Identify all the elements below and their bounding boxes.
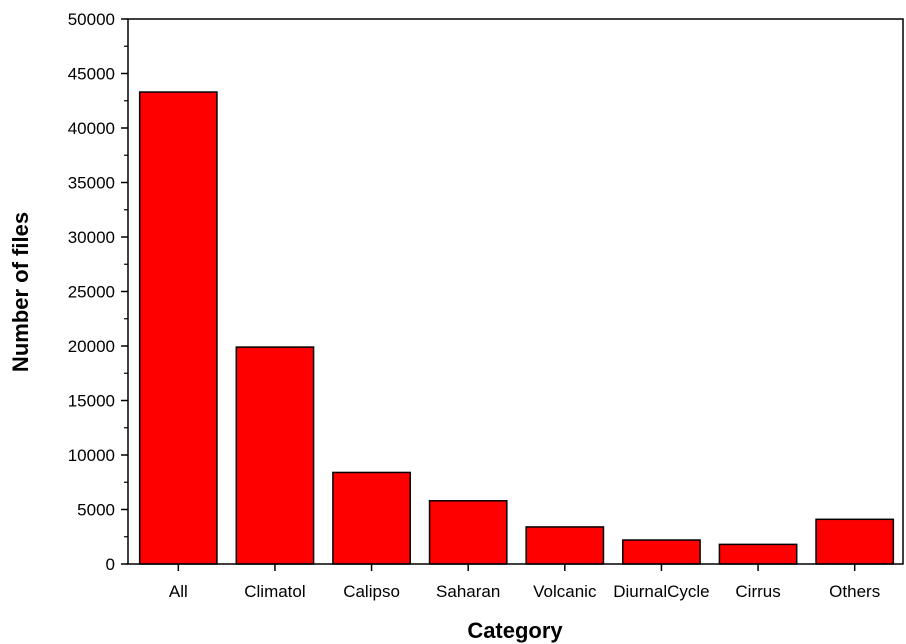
x-tick-label: Calipso — [343, 582, 400, 601]
y-tick-label: 45000 — [68, 65, 115, 84]
bar-all — [138, 91, 218, 565]
plot-frame — [127, 18, 904, 565]
y-axis-title: Number of files — [8, 212, 33, 372]
bar-volcanic — [525, 526, 605, 565]
x-axis-title: Category — [467, 618, 563, 643]
y-tick-label: 15000 — [68, 392, 115, 411]
y-tick-label: 0 — [106, 555, 115, 574]
bars — [138, 91, 895, 565]
x-tick-label: All — [169, 582, 188, 601]
x-tick-label: Climatol — [244, 582, 305, 601]
bar-calipso — [332, 471, 411, 565]
bar-others — [815, 518, 895, 565]
bar-diurnalcycle — [622, 539, 701, 565]
y-tick-label: 35000 — [68, 174, 115, 193]
bar-cirrus — [718, 543, 798, 565]
y-tick-label: 5000 — [77, 501, 115, 520]
x-tick-label: Others — [829, 582, 880, 601]
y-tick-label: 20000 — [68, 337, 115, 356]
y-tick-label: 10000 — [68, 446, 115, 465]
bar-saharan — [428, 500, 508, 565]
y-axis-ticks: 0 5000 10000 15000 20000 25000 30000 35000 40000… — [68, 10, 128, 574]
x-axis-ticks: All Climatol Calipso Saharan Volcanic Diurnal… — [169, 564, 880, 601]
y-tick-label: 25000 — [68, 283, 115, 302]
y-tick-label: 30000 — [68, 228, 115, 247]
x-tick-label: Volcanic — [533, 582, 597, 601]
y-tick-label: 40000 — [68, 119, 115, 138]
x-tick-label: Saharan — [436, 582, 500, 601]
bar-climatol — [235, 346, 315, 565]
x-tick-label: Cirrus — [735, 582, 780, 601]
x-tick-label: DiurnalCycle — [613, 582, 709, 601]
y-tick-label: 50000 — [68, 10, 115, 29]
